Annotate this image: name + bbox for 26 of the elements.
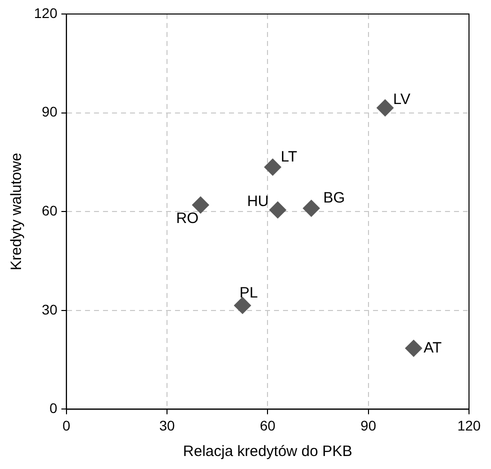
x-tick-label: 120 bbox=[457, 417, 481, 434]
point bbox=[376, 99, 394, 116]
point bbox=[234, 296, 252, 314]
point bbox=[264, 158, 282, 176]
point bbox=[302, 200, 320, 217]
y-tick-label: 90 bbox=[42, 104, 58, 120]
x-tick-label: 30 bbox=[159, 417, 176, 434]
annotation: LV bbox=[393, 91, 410, 108]
annotation: PL bbox=[240, 284, 258, 302]
x-tick-label: 60 bbox=[260, 417, 276, 434]
y-tick-label: 60 bbox=[42, 202, 58, 218]
point bbox=[269, 201, 286, 218]
y-tick-label: 30 bbox=[42, 301, 58, 318]
x-axis-title: Relacja kredytów do PKB bbox=[183, 443, 352, 460]
point bbox=[405, 340, 422, 357]
x-tick-label: 90 bbox=[360, 417, 376, 434]
y-axis-title: Kredyty walutowe bbox=[8, 152, 26, 270]
annotation: AT bbox=[424, 339, 442, 356]
x-tick-label: 0 bbox=[62, 417, 70, 434]
annotation: RO bbox=[176, 210, 199, 228]
y-tick-label: 120 bbox=[34, 4, 58, 21]
y-tick-label: 0 bbox=[50, 400, 58, 416]
annotation: LT bbox=[280, 148, 298, 166]
annotation: HU bbox=[247, 193, 269, 210]
annotation: BG bbox=[323, 189, 345, 206]
point bbox=[192, 196, 210, 214]
